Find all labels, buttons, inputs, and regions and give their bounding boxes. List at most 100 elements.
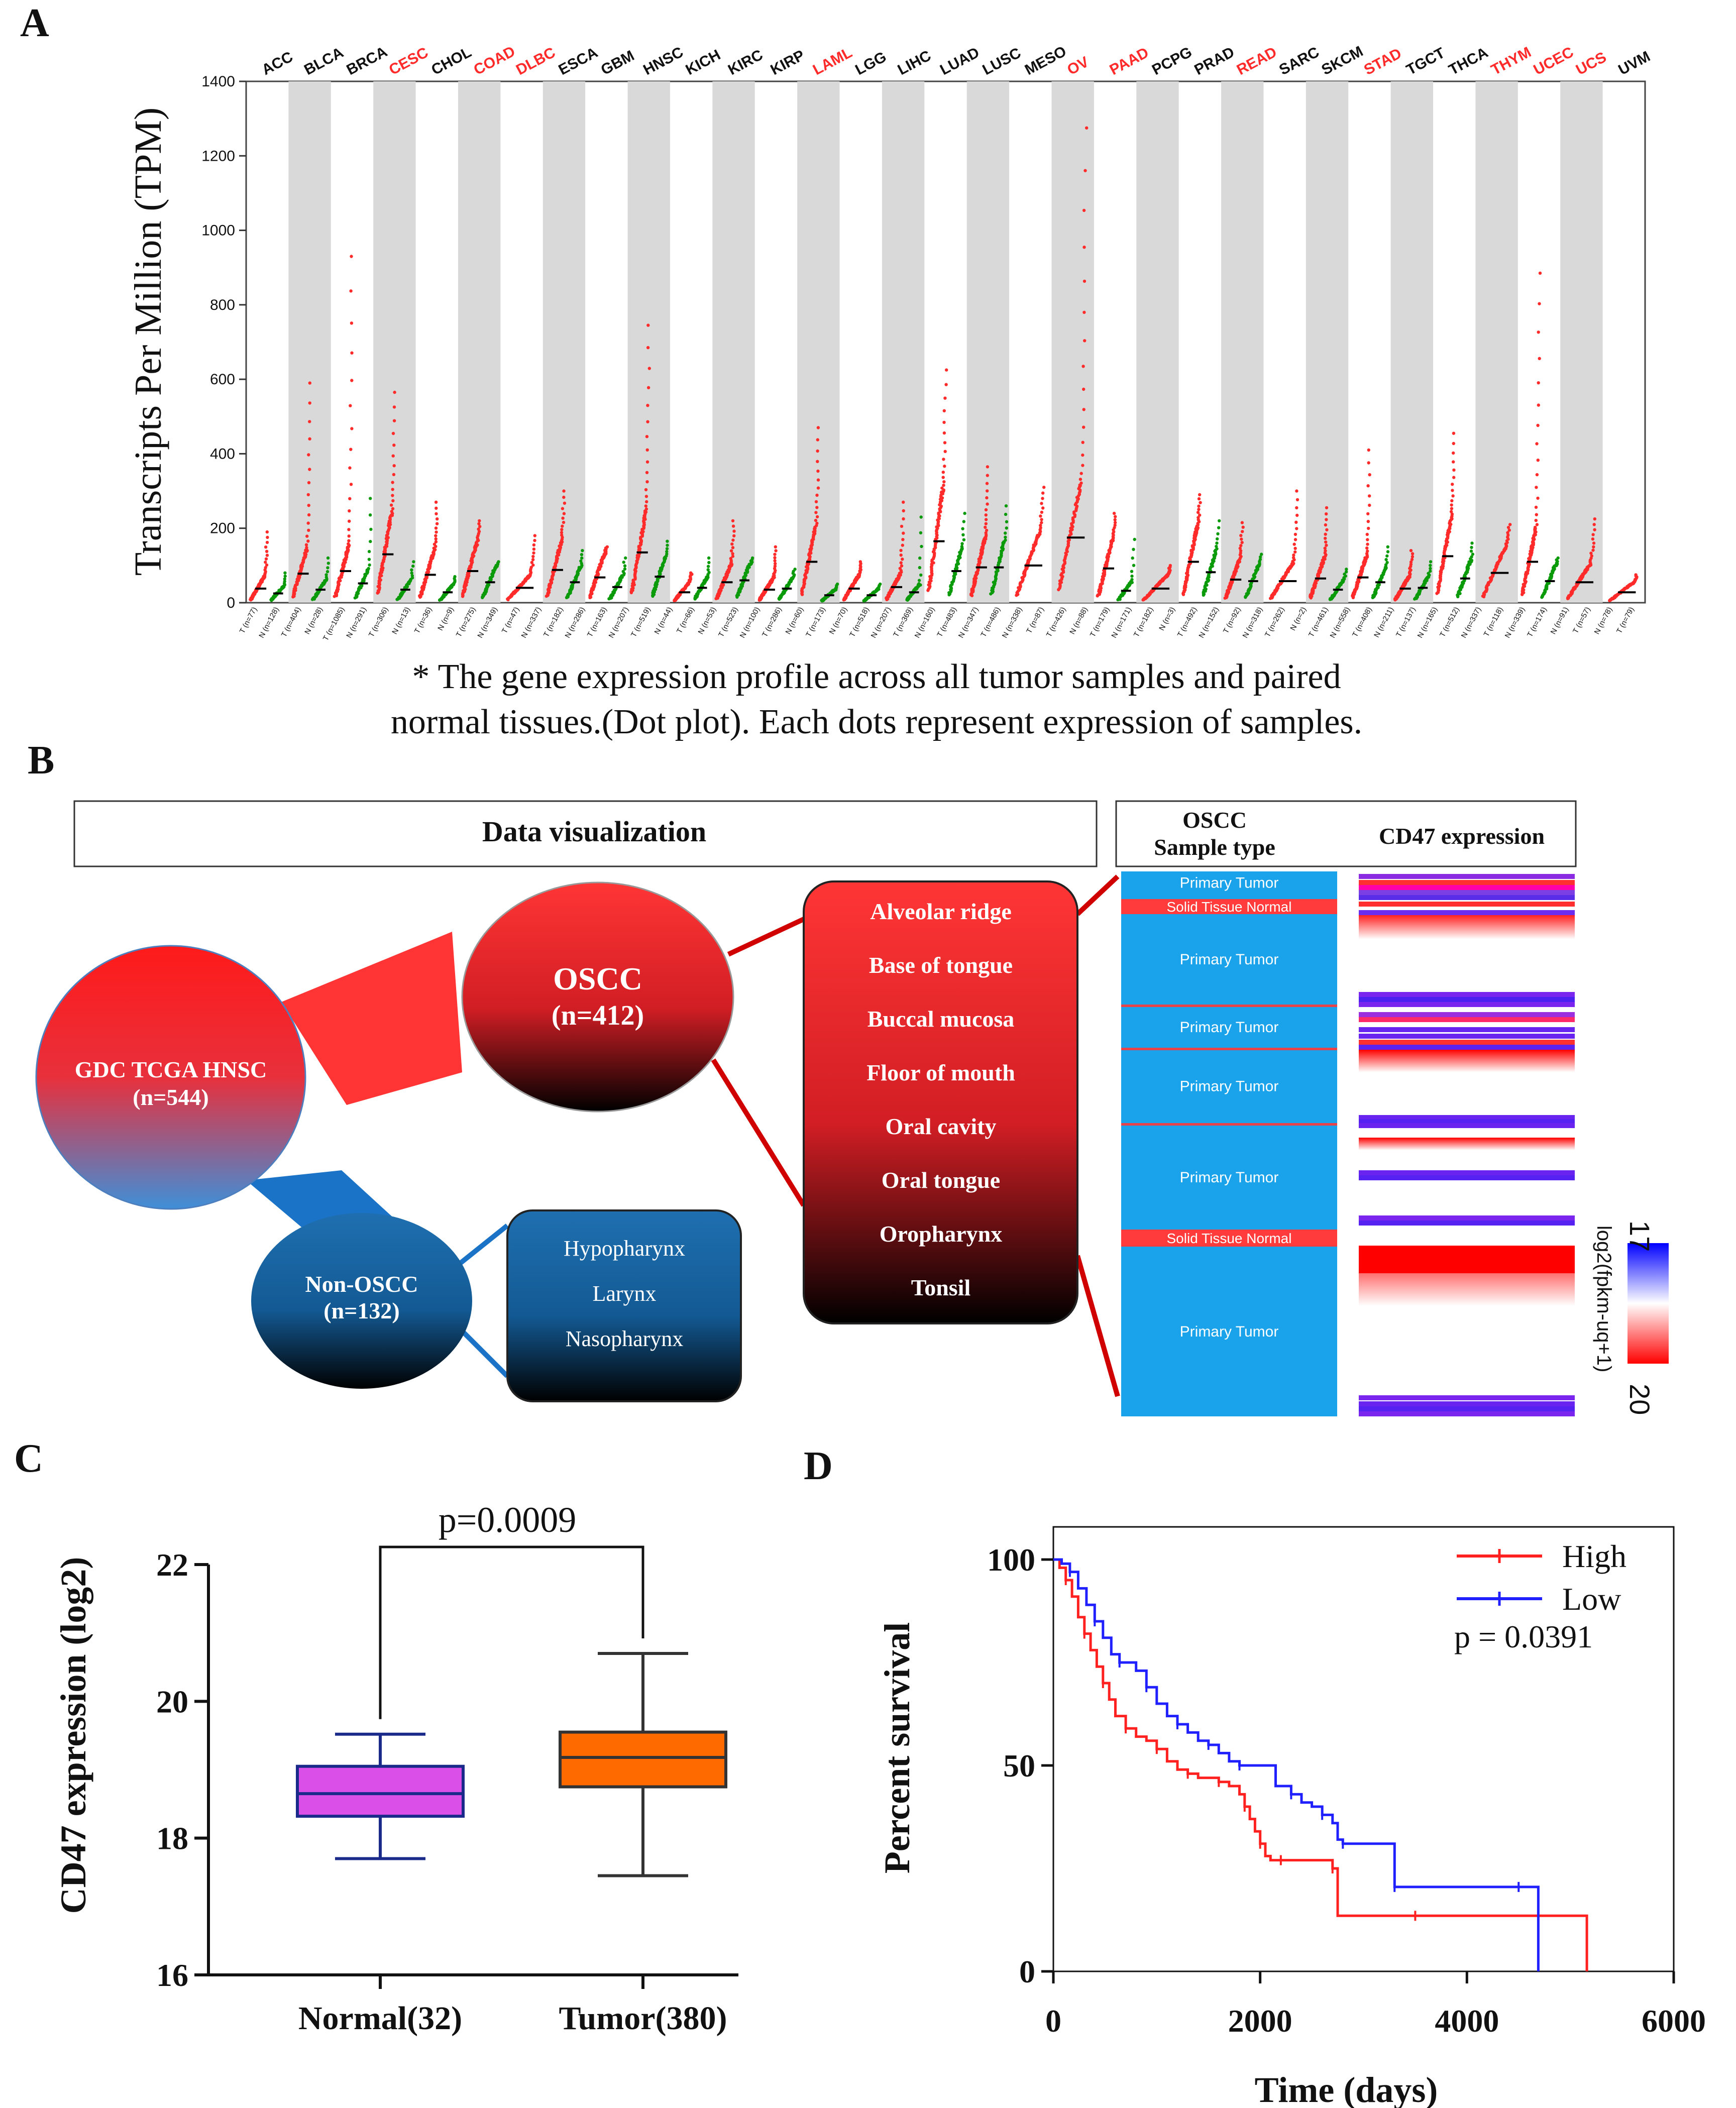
sample-column-bg [1121,871,1337,1416]
heatmap-stripe [1359,1401,1575,1406]
connector-nonoscc-list-bottom [455,1324,509,1378]
normal-point [963,511,966,515]
tumor-point [305,534,309,538]
tumor-point [814,500,818,504]
connector-list-heatmap-top [1075,874,1120,916]
normal-point [369,539,372,543]
tumor-point [1452,476,1456,479]
connector-oscc-list-top [727,917,805,957]
normal-point [324,576,328,579]
panel-label-b: B [28,738,54,783]
tumor-point [941,476,945,479]
band-pcpg [1136,81,1179,603]
tumor-point [1291,556,1295,560]
tumor-point [1508,523,1512,526]
tumor-point [264,557,268,561]
tumor-point [816,426,820,429]
normal-point [919,531,923,535]
tumor-point [264,566,267,570]
xtick-label: T (n=262) [1263,606,1286,639]
tumor-point [1535,523,1539,526]
tumor-point [645,480,649,484]
xtick-label: T (n=519) [629,606,653,639]
heatmap-stripe [1359,1115,1575,1120]
normal-point [793,568,797,571]
tumor-point [1537,403,1540,407]
ytick-label: 1400 [201,73,235,90]
xtick-label: N (n=3) [1157,606,1177,632]
band-skcm [1306,81,1349,603]
panel-label-a: A [20,1,49,45]
plot-a-bands [288,81,1603,603]
node-non-oscc-label: Non-OSCC [305,1271,418,1297]
tumor-point [1042,486,1046,489]
normal-point [1216,532,1220,536]
heatmap-stripe [1359,1170,1575,1175]
tumor-point [348,509,351,513]
tumor-point [561,516,565,520]
cancer-label-esca: ESCA [556,44,600,78]
heatmap-stripe [1359,885,1575,890]
tumor-point [1197,504,1201,508]
heatmap-stripe [1359,1012,1575,1017]
normal-point [1344,570,1348,574]
tumor-point [1239,549,1243,552]
normal-point [1470,541,1474,545]
tumor-point [729,549,733,552]
tumor-point [1198,513,1202,517]
normal-point [326,566,330,570]
tumor-point [264,545,268,549]
panel-label-d: D [804,1444,833,1488]
tumor-point [1293,532,1297,536]
non-oscc-site-item: Larynx [592,1281,656,1306]
tumor-point [1078,478,1082,481]
xtick-label: T (n=173) [804,606,827,639]
tumor-point [901,538,905,541]
xtick-label: N (n=100) [738,606,762,639]
tumor-point [562,512,566,515]
tumor-point [942,431,946,435]
tumor-point [689,571,693,575]
normal-points-kich [693,556,711,601]
tumor-points-uvm [1608,573,1639,603]
tumor-point [308,437,311,440]
header-oscc: OSCC [1182,807,1247,833]
tumor-point [1079,481,1083,485]
tumor-point [1536,496,1540,500]
oscc-site-item: Oropharynx [880,1221,1003,1247]
tumor-point [1293,550,1297,554]
xtick-label: N (n=171) [1110,606,1133,639]
tumor-point [1083,169,1087,172]
tumor-points-kirp [757,545,778,602]
tumor-point [1409,549,1413,552]
tumor-point [1197,516,1200,519]
cancer-label-paad: PAAD [1107,44,1152,78]
tumor-point [435,506,438,510]
sample-label-normal: Solid Tissue Normal [1167,1231,1292,1246]
tumor-point [816,438,820,441]
tumor-point [1367,526,1370,530]
tumor-point [392,464,396,468]
tumor-point [1367,461,1370,465]
tumor-point [1293,538,1297,541]
tumor-point [1592,541,1596,545]
cancer-label-prad: PRAD [1191,44,1237,78]
normal-point [580,562,583,566]
tumor-point [1449,510,1453,513]
cancer-label-stad: STAD [1361,45,1404,78]
normal-point [707,561,711,565]
xtick-label: T (n=404) [280,606,303,639]
tumor-point [307,513,311,517]
cancer-label-read: READ [1234,44,1280,78]
tumor-point [1533,525,1537,529]
tumor-point [605,545,609,549]
tumor-point [815,506,819,509]
tumor-point [1450,512,1454,516]
tumor-point [731,546,735,549]
heatmap-red-block [1359,912,1575,939]
heatmap-stripe [1359,997,1575,1002]
tumor-point [347,528,351,531]
oscc-site-item: Base of tongue [869,952,1013,978]
